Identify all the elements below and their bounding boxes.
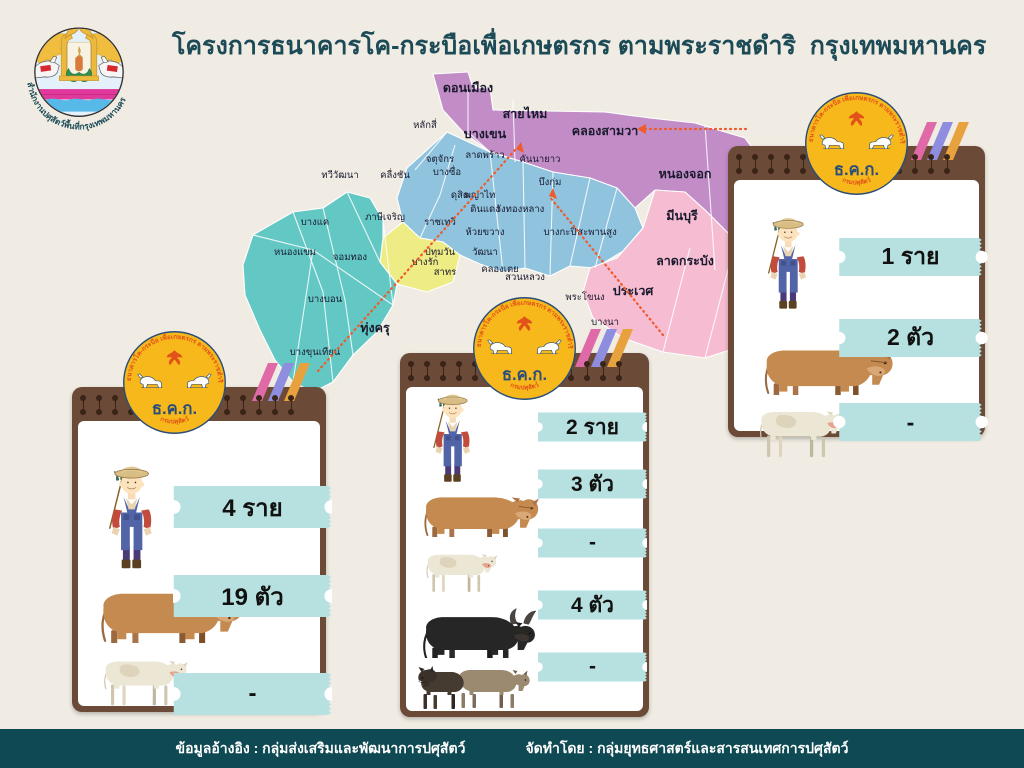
svg-text:ลาดพร้าว: ลาดพร้าว: [465, 150, 504, 161]
svg-text:มีนบุรี: มีนบุรี: [666, 209, 698, 224]
svg-text:สายไหม: สายไหม: [503, 106, 548, 121]
svg-text:สวนหลวง: สวนหลวง: [505, 272, 545, 283]
svg-text:บางซื่อ: บางซื่อ: [433, 165, 461, 178]
svg-text:บางขุนเทียน: บางขุนเทียน: [290, 346, 341, 358]
svg-text:จตุจักร: จตุจักร: [426, 154, 454, 165]
svg-text:ราชเทวี: ราชเทวี: [424, 216, 456, 228]
svg-text:คลองสามวา: คลองสามวา: [572, 124, 639, 138]
svg-text:คลื่งชัน: คลื่งชัน: [380, 168, 410, 181]
svg-text:ดอนเมือง: ดอนเมือง: [443, 81, 493, 95]
svg-text:หนองจอก: หนองจอก: [659, 167, 712, 181]
svg-text:ลาดกระบัง: ลาดกระบัง: [656, 254, 714, 268]
svg-text:จอมทอง: จอมทอง: [333, 252, 367, 263]
svg-text:ห้วยขวาง: ห้วยขวาง: [466, 227, 505, 238]
svg-text:ทุ่งครุ: ทุ่งครุ: [360, 321, 390, 336]
svg-text:คันนายาว: คันนายาว: [520, 154, 561, 165]
svg-text:ทวีวัฒนา: ทวีวัฒนา: [321, 169, 358, 181]
svg-text:หนองแขม: หนองแขม: [274, 247, 316, 258]
svg-text:บางเขน: บางเขน: [464, 127, 507, 141]
svg-text:ภาษีเจริญ: ภาษีเจริญ: [365, 211, 405, 223]
svg-text:บางกะปิ: บางกะปิ: [544, 227, 577, 238]
svg-text:บึงกุ่ม: บึงกุ่ม: [539, 177, 562, 188]
svg-text:หลักสี่: หลักสี่: [413, 118, 437, 131]
svg-text:บางแค: บางแค: [301, 217, 329, 228]
svg-text:สาทร: สาทร: [434, 267, 457, 278]
svg-text:วังทองหลาง: วังทองหลาง: [496, 204, 545, 215]
svg-text:พญาไท: พญาไท: [465, 189, 496, 201]
svg-text:ประเวศ: ประเวศ: [613, 284, 655, 298]
svg-text:วัฒนา: วัฒนา: [472, 247, 498, 258]
svg-text:บางบอน: บางบอน: [308, 294, 343, 305]
svg-text:สะพานสูง: สะพานสูง: [577, 227, 616, 238]
